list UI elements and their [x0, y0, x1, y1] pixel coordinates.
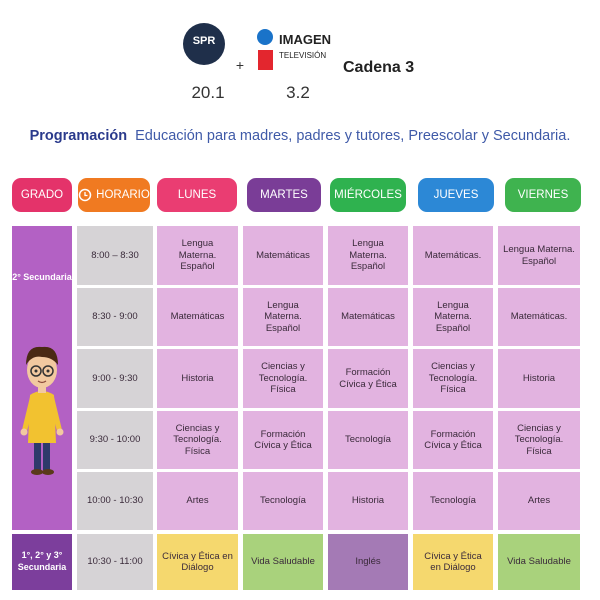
schedule-cell: Lengua Materna. Español [157, 226, 238, 285]
schedule-cell: Artes [498, 472, 580, 530]
plus-sign: + [236, 57, 244, 73]
imagen-logo-text: IMAGEN [279, 32, 331, 47]
subtitle-text: Educación para madres, padres y tutores,… [135, 128, 570, 144]
subtitle: Programación Educación para madres, padr… [30, 128, 571, 144]
schedule-cell: Matemáticas [328, 288, 408, 346]
time-cell: 9:30 - 10:00 [77, 411, 153, 469]
time-cell: 8:30 - 9:00 [77, 288, 153, 346]
schedule-cell: Cívica y Ética en Diálogo [157, 534, 238, 590]
time-cell: 10:00 - 10:30 [77, 472, 153, 530]
header-graphics: SPR 20.1 + IMAGEN TELEVISIÓN 3.2 Cadena … [30, 23, 571, 144]
time-cell: 10:30 - 11:00 [77, 534, 153, 590]
subtitle-bold: Programación [30, 128, 128, 144]
channel-number: 20.1 [191, 83, 224, 102]
schedule-cell: Formación Cívica y Ética [243, 411, 323, 469]
schedule-cell: Formación Cívica y Ética [413, 411, 493, 469]
schedule-cell: Tecnología [243, 472, 323, 530]
column-header: MARTES [247, 178, 321, 212]
column-header: HORARIO [78, 178, 150, 212]
schedule-cell: Inglés [328, 534, 408, 590]
time-cell: 9:00 - 9:30 [77, 349, 153, 408]
schedule-cell: Lengua Materna. Español [498, 226, 580, 285]
schedule-cell: Historia [498, 349, 580, 408]
schedule-cell: Historia [157, 349, 238, 408]
column-header-text: HORARIO [96, 189, 150, 201]
schedule-cell: Formación Cívica y Ética [328, 349, 408, 408]
schedule-cell: Cívica y Ética en Diálogo [413, 534, 493, 590]
schedule-cell: Tecnología [328, 411, 408, 469]
schedule-cell: Ciencias y Tecnología. Física [498, 411, 580, 469]
grade-label: 1°, 2° y 3° Secundaria [17, 550, 67, 572]
schedule-cell: Tecnología [413, 472, 493, 530]
student-illustration [20, 346, 64, 475]
imagen-logo-subtext: TELEVISIÓN [279, 51, 326, 60]
schedule-cell: Ciencias y Tecnología. Física [157, 411, 238, 469]
column-header: GRADO [12, 178, 72, 212]
time-cell: 8:00 – 8:30 [77, 226, 153, 285]
schedule-cell: Vida Saludable [498, 534, 580, 590]
schedule-cell: Ciencias y Tecnología. Física [243, 349, 323, 408]
imagen-logo-dot [257, 29, 273, 45]
schedule-cell: Ciencias y Tecnología. Física [413, 349, 493, 408]
grade-label: 2° Secundaria [12, 272, 72, 282]
channel-number: 3.2 [286, 83, 310, 102]
schedule-cell: Historia [328, 472, 408, 530]
schedule-cell: Vida Saludable [243, 534, 323, 590]
schedule-cell: Lengua Materna. Español [328, 226, 408, 285]
schedule-cell: Matemáticas. [498, 288, 580, 346]
clock-icon [78, 188, 92, 202]
schedule-cell: Matemáticas. [413, 226, 493, 285]
column-header: LUNES [157, 178, 237, 212]
spr-logo-text: SPR [193, 35, 216, 47]
schedule-cell: Lengua Materna. Español [243, 288, 323, 346]
column-header: JUEVES [418, 178, 494, 212]
schedule-cell: Matemáticas [243, 226, 323, 285]
schedule-cell: Matemáticas [157, 288, 238, 346]
column-header: VIERNES [505, 178, 581, 212]
grade-cell: 1°, 2° y 3° Secundaria [12, 534, 72, 590]
network-name: Cadena 3 [343, 59, 414, 76]
schedule-cell: Lengua Materna. Español [413, 288, 493, 346]
spr-logo [183, 23, 225, 65]
schedule-cell: Artes [157, 472, 238, 530]
imagen-logo-block [258, 50, 273, 70]
column-header: MIÉRCOLES [330, 178, 406, 212]
